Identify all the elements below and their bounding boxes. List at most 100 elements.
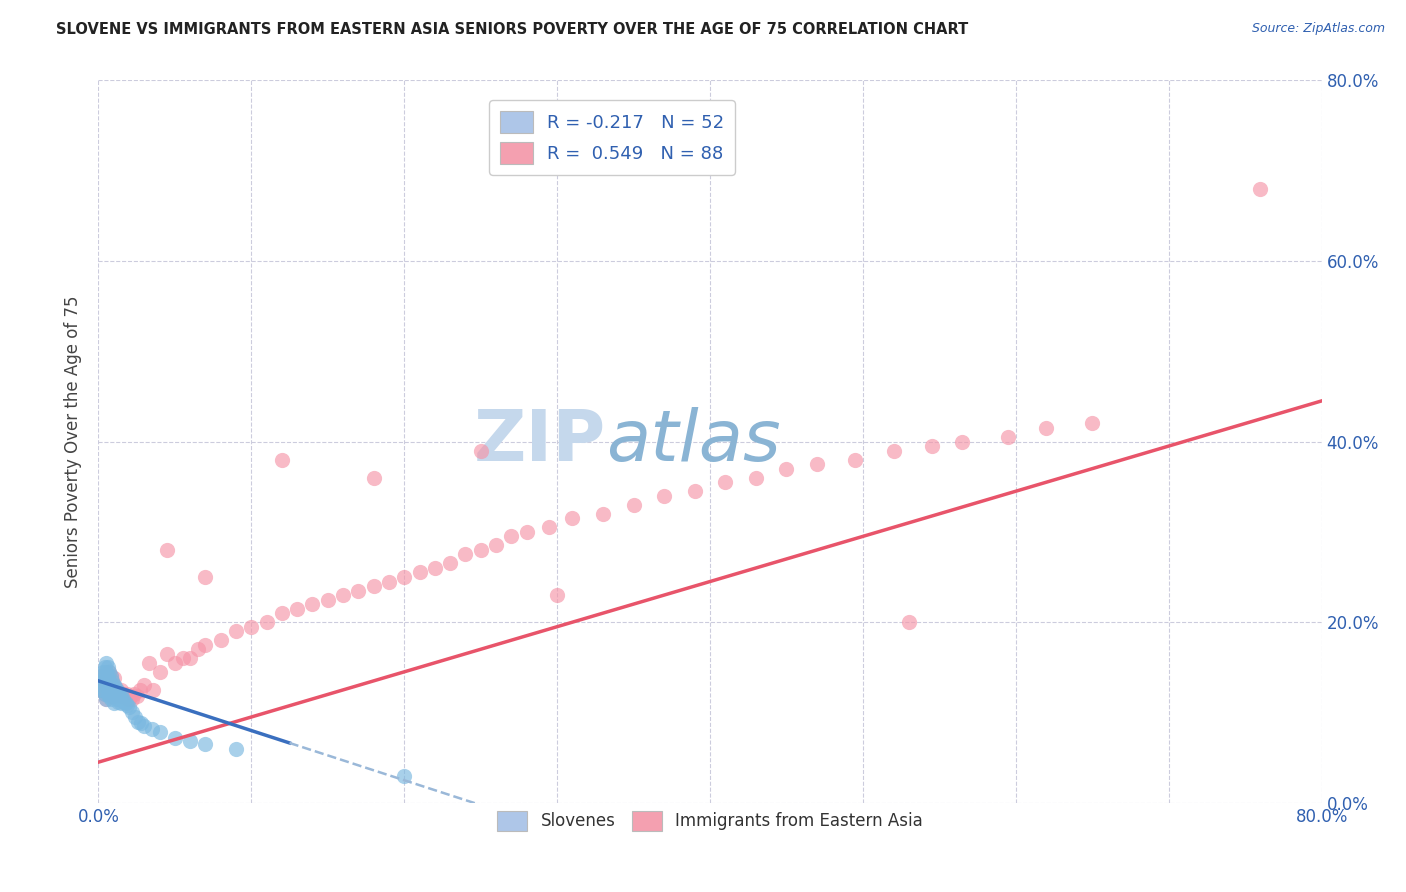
Point [90,669,112,683]
Point [332,588,354,602]
Point [90,678,112,692]
Point [91,669,114,683]
Point [121,706,143,720]
Point [89,678,111,692]
Point [423,561,446,575]
Point [363,579,385,593]
Point [714,475,737,490]
Point [98,682,121,697]
Point [134,719,156,733]
Point [93,660,115,674]
Point [378,574,401,589]
Point [179,651,201,665]
Point [98,673,121,688]
Text: ZIP: ZIP [474,407,606,476]
Point [683,484,706,499]
Point [149,725,172,739]
Point [194,737,217,751]
Point [112,690,135,704]
Point [454,548,477,562]
Point [149,665,172,679]
Point [103,697,125,711]
Point [118,692,141,706]
Point [97,669,120,683]
Point [316,592,339,607]
Point [546,588,568,602]
Point [103,671,125,685]
Point [623,498,645,512]
Point [91,665,114,679]
Point [392,570,416,584]
Text: Source: ZipAtlas.com: Source: ZipAtlas.com [1251,22,1385,36]
Point [94,692,117,706]
Point [179,734,201,748]
Point [104,690,127,704]
Point [101,673,124,688]
Legend: Slovenes, Immigrants from Eastern Asia: Slovenes, Immigrants from Eastern Asia [491,805,929,838]
Point [347,583,370,598]
Point [921,439,943,453]
Point [107,685,129,699]
Point [110,687,132,701]
Point [163,731,186,745]
Point [111,687,134,701]
Point [501,529,523,543]
Point [270,452,292,467]
Point [105,682,128,697]
Point [89,682,111,697]
Point [408,566,430,580]
Point [194,570,217,584]
Point [561,511,583,525]
Point [101,690,124,704]
Point [101,673,124,688]
Point [98,690,121,704]
Point [806,457,828,471]
Point [470,542,492,557]
Y-axis label: Seniors Poverty Over the Age of 75: Seniors Poverty Over the Age of 75 [65,295,83,588]
Point [91,673,114,688]
Point [270,606,292,620]
Point [100,669,122,683]
Point [90,682,112,697]
Point [110,697,132,711]
Point [128,682,150,697]
Point [91,682,114,697]
Point [93,687,115,701]
Point [187,642,209,657]
Point [122,687,145,701]
Point [997,430,1019,444]
Point [1081,417,1104,431]
Point [129,716,152,731]
Point [94,665,117,679]
Point [301,597,323,611]
Point [142,682,165,697]
Point [134,678,156,692]
Point [127,714,149,729]
Point [98,665,121,679]
Point [883,443,905,458]
Point [94,673,117,688]
Point [950,434,973,449]
Point [94,692,117,706]
Point [225,624,247,639]
Point [101,682,124,697]
Point [107,687,129,701]
Point [100,687,122,701]
Point [97,687,120,701]
Point [100,692,122,706]
Point [93,669,115,683]
Point [516,524,538,539]
Point [439,557,461,571]
Point [115,697,138,711]
Point [121,692,143,706]
Point [138,656,160,670]
Point [156,647,179,661]
Point [225,741,247,756]
Point [104,680,127,694]
Point [100,678,122,692]
Point [1249,182,1271,196]
Point [240,620,263,634]
Point [107,695,129,709]
Point [156,542,179,557]
Point [118,700,141,714]
